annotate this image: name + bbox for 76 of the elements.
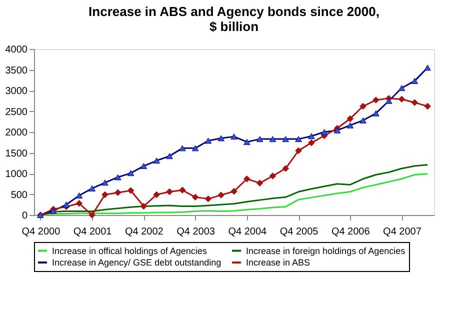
- point: [76, 200, 83, 207]
- y-tick-label: 4000: [5, 44, 28, 56]
- x-tick-label: Q4 2007: [383, 226, 422, 238]
- point: [295, 147, 302, 154]
- point: [308, 133, 315, 140]
- x-tick-label: Q4 2000: [22, 226, 61, 238]
- point: [282, 136, 290, 142]
- point: [204, 138, 212, 144]
- point: [166, 188, 173, 196]
- point: [411, 78, 418, 84]
- point: [269, 136, 276, 142]
- point: [243, 138, 250, 145]
- point: [204, 195, 212, 202]
- point: [102, 180, 108, 186]
- point: [218, 192, 225, 198]
- point: [114, 174, 122, 180]
- point: [256, 180, 264, 186]
- point: [127, 170, 134, 176]
- y-tick-label: 2000: [5, 128, 28, 138]
- x-tick-label: Q4 2006: [331, 226, 370, 238]
- point: [153, 158, 160, 164]
- x-tick-label: Q4 2005: [280, 226, 319, 238]
- point: [398, 96, 406, 103]
- point: [360, 117, 366, 124]
- point: [192, 194, 199, 201]
- point: [218, 135, 225, 142]
- point: [295, 136, 302, 142]
- point: [360, 102, 366, 110]
- point: [372, 110, 380, 116]
- point: [411, 99, 418, 106]
- point: [114, 189, 122, 196]
- point: [178, 186, 186, 194]
- point: [230, 134, 238, 140]
- point: [243, 175, 250, 182]
- y-tick-label: 3500: [5, 65, 28, 76]
- point: [334, 127, 341, 134]
- point: [192, 145, 199, 152]
- chart-title: Increase in ABS and Agency bonds since 2000, $ billion: [88, 4, 380, 34]
- point: [308, 139, 315, 146]
- point: [385, 98, 392, 104]
- point: [424, 102, 431, 110]
- y-tick-label: 1000: [5, 169, 28, 180]
- x-tick-label: Q4 2001: [73, 226, 112, 238]
- x-tick-label: Q4 2004: [228, 226, 268, 238]
- y-tick-label: 1500: [5, 148, 28, 160]
- legend-label: Increase in offical holdings of Agencies: [52, 246, 208, 256]
- x-tick-label: Q4 2003: [176, 226, 216, 238]
- point: [346, 115, 354, 122]
- point: [127, 187, 134, 194]
- point: [76, 192, 83, 198]
- legend-label: Increase in Agency/ GSE debt outstanding: [52, 258, 222, 268]
- y-tick-label: 3000: [5, 86, 28, 97]
- point: [178, 145, 186, 152]
- point: [398, 85, 406, 91]
- point: [346, 122, 354, 128]
- point: [88, 212, 96, 218]
- y-tick-label: 2500: [5, 106, 28, 118]
- point: [62, 202, 70, 208]
- x-tick-label: Q4 2002: [124, 226, 164, 238]
- point: [424, 64, 431, 71]
- point: [140, 202, 148, 210]
- point: [230, 188, 238, 195]
- y-tick-label: 0: [22, 210, 28, 222]
- point: [320, 129, 328, 135]
- point: [140, 163, 148, 170]
- point: [372, 96, 380, 104]
- point: [102, 191, 108, 198]
- legend-label: Increase in foreign holdings of Agencies: [246, 246, 406, 256]
- point: [282, 165, 290, 172]
- point: [269, 172, 276, 180]
- legend-label: Increase in ABS: [246, 258, 310, 268]
- point: [153, 191, 160, 198]
- y-tick-label: 500: [10, 190, 28, 201]
- point: [256, 136, 264, 142]
- point: [88, 185, 96, 192]
- point: [166, 153, 173, 160]
